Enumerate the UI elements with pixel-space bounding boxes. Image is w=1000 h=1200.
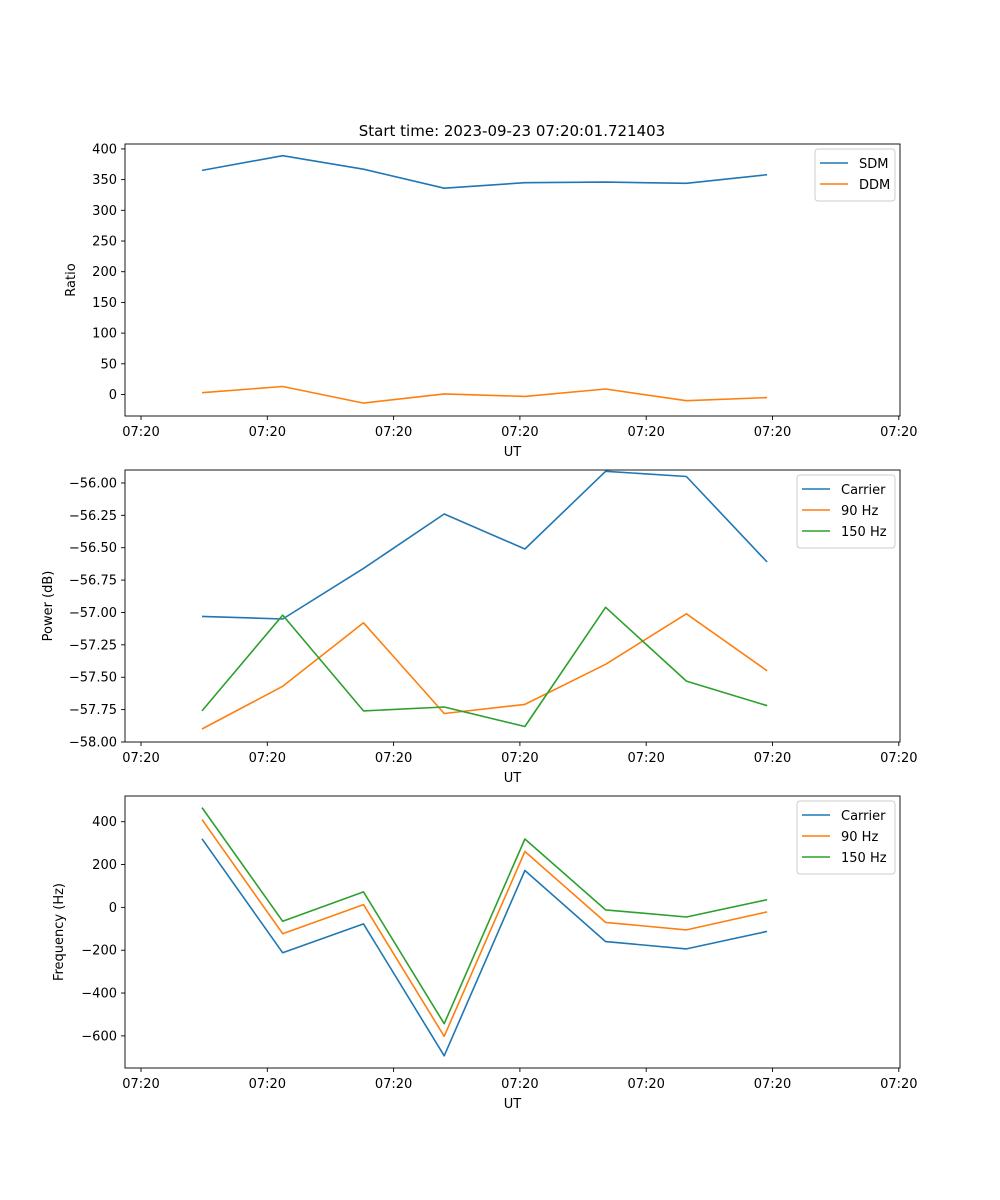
axes-frame (124, 469, 901, 743)
subplot-frequency: 07:2007:2007:2007:2007:2007:2007:2007:21… (52, 795, 918, 1112)
x-tick-label: 07:20 (375, 751, 412, 766)
y-tick-label: 350 (92, 173, 117, 188)
series-line-150-hz (201, 807, 768, 1025)
legend-label: DDM (859, 178, 890, 193)
x-axis-label: UT (504, 445, 522, 460)
series-line-sdm (201, 154, 768, 189)
y-tick-label: 200 (92, 858, 117, 873)
x-tick-label: 07:20 (501, 425, 538, 440)
legend-box (796, 800, 896, 875)
y-tick-label: −400 (81, 987, 117, 1002)
y-tick-label: 100 (92, 327, 117, 342)
y-tick-label: −57.25 (69, 638, 117, 653)
y-tick-label: 400 (92, 815, 117, 830)
y-tick-label: 200 (92, 265, 117, 280)
y-tick-label: 300 (92, 204, 117, 219)
series-line-carrier (201, 470, 768, 620)
legend-label: SDM (859, 157, 888, 172)
axes-frame (124, 143, 901, 417)
x-tick-label: 07:20 (249, 751, 286, 766)
legend-label: Carrier (841, 809, 886, 824)
x-axis-label: UT (504, 1097, 522, 1112)
x-tick-label: 07:20 (754, 751, 791, 766)
y-tick-label: 50 (100, 357, 117, 372)
x-tick-label: 07:20 (880, 425, 917, 440)
x-tick-label: 07:20 (122, 751, 159, 766)
legend: SDM DDM (814, 148, 896, 202)
y-tick-label: −600 (81, 1029, 117, 1044)
y-tick-label: −56.75 (69, 574, 117, 589)
x-tick-label: 07:20 (122, 425, 159, 440)
y-axis-label: Power (dB) (41, 571, 56, 642)
y-tick-label: −56.50 (69, 541, 117, 556)
legend-label: Carrier (841, 483, 886, 498)
y-tick-label: −57.00 (69, 606, 117, 621)
legend: Carrier 90 Hz 150 Hz (796, 474, 896, 549)
x-tick-label: 07:20 (880, 1077, 917, 1092)
series-line-90-hz (201, 612, 768, 730)
x-tick-label: 07:20 (627, 751, 664, 766)
legend: Carrier 90 Hz 150 Hz (796, 800, 896, 875)
x-tick-label: 07:20 (627, 425, 664, 440)
x-tick-label: 07:20 (501, 751, 538, 766)
y-tick-label: −56.25 (69, 509, 117, 524)
y-tick-label: 250 (92, 235, 117, 250)
legend-label: 90 Hz (841, 504, 878, 519)
y-tick-label: −58.00 (69, 736, 117, 751)
x-tick-label: 07:20 (375, 425, 412, 440)
x-tick-label: 07:20 (754, 425, 791, 440)
y-tick-label: 400 (92, 142, 117, 157)
series-line-carrier (201, 838, 768, 1057)
subplot-ratio: 07:2007:2007:2007:2007:2007:2007:2007:21… (64, 142, 918, 460)
x-tick-label: 07:20 (627, 1077, 664, 1092)
legend-box (796, 474, 896, 549)
x-tick-label: 07:20 (375, 1077, 412, 1092)
x-tick-label: 07:20 (249, 1077, 286, 1092)
x-tick-label: 07:20 (122, 1077, 159, 1092)
x-tick-label: 07:20 (880, 751, 917, 766)
y-tick-label: −57.75 (69, 703, 117, 718)
x-tick-label: 07:20 (754, 1077, 791, 1092)
x-tick-label: 07:20 (501, 1077, 538, 1092)
x-tick-label: 07:20 (249, 425, 286, 440)
y-tick-label: −56.00 (69, 476, 117, 491)
legend-label: 150 Hz (841, 851, 887, 866)
y-axis-label: Frequency (Hz) (52, 883, 67, 981)
series-line-90-hz (201, 819, 768, 1038)
y-axis-label: Ratio (64, 263, 79, 296)
legend-label: 90 Hz (841, 830, 878, 845)
figure-title: Start time: 2023-09-23 07:20:01.721403 (359, 122, 665, 140)
legend-label: 150 Hz (841, 525, 887, 540)
series-line-ddm (201, 385, 768, 404)
series-line-150-hz (201, 606, 768, 728)
y-tick-label: 150 (92, 296, 117, 311)
y-tick-label: 0 (109, 901, 117, 916)
y-tick-label: 0 (109, 388, 117, 403)
y-tick-label: −200 (81, 944, 117, 959)
axes-frame (124, 795, 901, 1069)
y-tick-label: −57.50 (69, 671, 117, 686)
x-axis-label: UT (504, 771, 522, 786)
subplot-power: 07:2007:2007:2007:2007:2007:2007:2007:21… (41, 469, 918, 786)
legend-box (814, 148, 896, 202)
